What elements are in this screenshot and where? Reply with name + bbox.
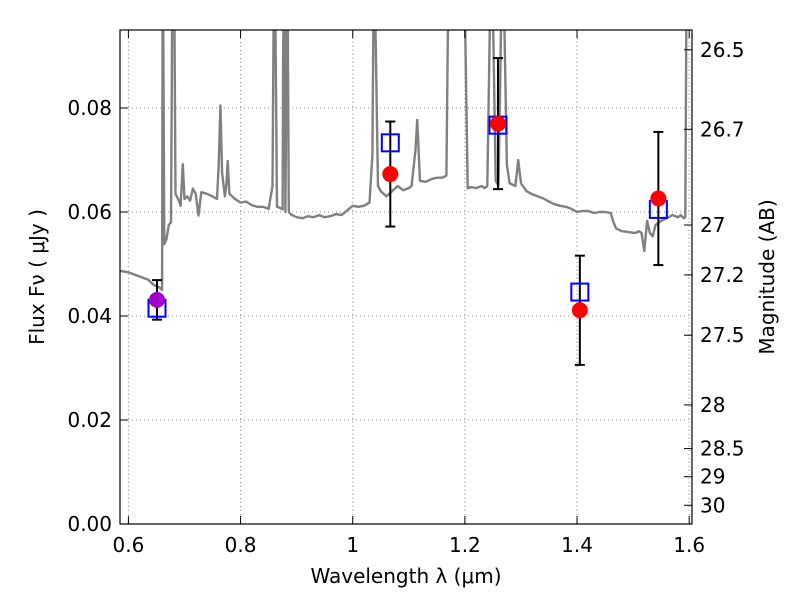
observed-point	[571, 302, 588, 319]
x-tick-label: 1	[346, 533, 359, 557]
y-axis-label: Flux Fν ( μJy )	[25, 209, 49, 345]
x-tick-label: 1.6	[673, 533, 705, 557]
right-tick-label: 27	[700, 213, 725, 237]
observed-point	[382, 166, 399, 183]
model-photometry	[147, 115, 668, 318]
model-point	[570, 282, 590, 302]
y-axis-ticks: 0.00 0.02 0.04 0.06 0.08	[67, 96, 128, 536]
model-point	[380, 133, 400, 153]
x-tick-label: 1.4	[561, 533, 593, 557]
right-tick-label: 26.5	[700, 38, 745, 62]
observed-point	[489, 115, 506, 132]
observed-point	[650, 190, 667, 207]
right-tick-label: 26.7	[700, 117, 745, 141]
observed-point	[149, 291, 166, 308]
y-tick-label: 0.06	[67, 200, 112, 224]
grid	[120, 30, 692, 524]
right-tick-label: 27.5	[700, 323, 745, 347]
x-tick-label: 0.6	[113, 533, 145, 557]
y-tick-label: 0.08	[67, 96, 112, 120]
y-tick-label: 0.04	[67, 304, 112, 328]
spectrum-line	[120, 30, 688, 292]
x-tick-label: 0.8	[225, 533, 257, 557]
plot-frame	[119, 29, 693, 525]
x-tick-label: 1.2	[449, 533, 481, 557]
x-axis-ticks: 0.6 0.8 1 1.2 1.4 1.6	[113, 30, 705, 557]
right-tick-label: 30	[700, 493, 725, 517]
right-axis-label: Magnitude (AB)	[755, 199, 779, 354]
y-tick-label: 0.02	[67, 408, 112, 432]
right-tick-label: 28.5	[700, 437, 745, 461]
x-axis-label: Wavelength λ (μm)	[310, 564, 501, 588]
y-tick-label: 0.00	[67, 512, 112, 536]
right-tick-label: 27.2	[700, 263, 745, 287]
observed-photometry	[149, 115, 667, 319]
right-tick-label: 29	[700, 465, 725, 489]
model-spectrum	[120, 30, 688, 292]
right-tick-label: 28	[700, 393, 725, 417]
right-axis-ticks: 26.5 26.7 27 27.2 27.5 28 28.5 29 30	[684, 38, 745, 517]
